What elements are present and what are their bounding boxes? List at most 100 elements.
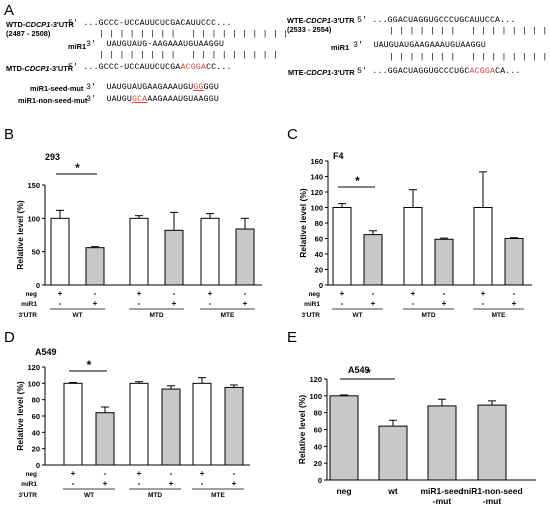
bar (477, 404, 507, 481)
y-axis-label: Relative level (%) (15, 200, 25, 270)
panel-a-right: WTE-CDCP1-3'UTR (2533 - 2554) 5' ...GGAC… (287, 16, 549, 106)
wte-sequence: 5' ...GGACUAGGUGCCCUGCAUUCCA... (357, 16, 516, 25)
neg-sign: - (173, 289, 176, 298)
bar (473, 207, 493, 286)
mir1-sign: - (412, 299, 415, 308)
group-label: MTE (492, 312, 506, 319)
y-tick-label: 60 (32, 412, 40, 421)
chart-b-293: 293 0 50 100 150 Relative level (%) * neg miR1 3'… (15, 152, 262, 319)
wte-range: (2533 - 2554) (287, 25, 332, 34)
y-tick-label: 0 (319, 281, 323, 290)
y-tick-label: 60 (314, 426, 322, 435)
mir1-sign: - (59, 299, 62, 308)
mtd-sequence: 5' ...GCCC-UCCAUUCUCGAACGGACC... (68, 63, 232, 72)
bar (224, 386, 244, 466)
neg-sign: + (137, 469, 142, 478)
panel-a-letter: A (4, 2, 15, 19)
category-label: -mut (433, 496, 452, 505)
significance-star: * (355, 174, 360, 188)
y-tick-label: 100 (310, 204, 323, 213)
non-seed-mut-sequence: 3' UAUGUGCAAAGAAAUGUAAGGU (86, 95, 219, 104)
category-label: miR1-seed (421, 486, 464, 496)
mir1-label-left: miR1 (68, 42, 87, 51)
bar (363, 234, 383, 286)
category-label: miR1-non-seed (461, 486, 522, 496)
neg-sign: - (513, 289, 516, 298)
y-tick-label: 60 (315, 235, 323, 244)
group-label: WT (72, 312, 82, 319)
y-axis-label: Relative level (%) (297, 395, 307, 465)
bar (403, 207, 423, 286)
chart-c-f4: F4 0 20 40 60 80 100 120 140 160 Relative level (%… (298, 151, 532, 319)
mir1-sign: + (103, 479, 108, 488)
mir1-sign: + (371, 299, 376, 308)
group-label: MTD (149, 312, 163, 319)
mtd-label: MTD-CDCP1-3'UTR (6, 64, 74, 73)
mir1-sign: - (201, 479, 204, 488)
y-tick-label: 120 (27, 363, 40, 372)
y-tick-label: 40 (314, 442, 322, 451)
mir1-label-right: miR1 (331, 43, 350, 52)
panel-a-left: WTD-CDCP1-3'UTR (2487 - 2508) 5' ...GCCC… (6, 19, 288, 120)
wtd-label: WTD-CDCP1-3'UTR (6, 20, 74, 29)
row-label: neg (308, 291, 320, 298)
row-label: 3'UTR (18, 312, 37, 319)
y-tick-label: 160 (310, 157, 323, 166)
neg-sign: + (71, 469, 76, 478)
bar (129, 382, 149, 466)
bar (129, 217, 149, 286)
mir1-sign: + (169, 479, 174, 488)
bar (427, 405, 457, 481)
neg-sign: - (443, 289, 446, 298)
pairing-bars-mte: | | | | | | | | | | | | | | | (389, 53, 548, 62)
bar (329, 395, 359, 481)
y-tick-label: 0 (36, 461, 40, 470)
mir1-sequence-right: 3' UAUGUAUGAAGAAAUGUAAGGU (353, 41, 486, 50)
bar (200, 217, 220, 286)
seed-mut-sequence: 3' UAUGUAUGAAGAAAUGUGGGGU (86, 83, 219, 92)
y-tick-label: 50 (32, 248, 40, 257)
y-tick-label: 100 (309, 392, 322, 401)
group-label: MTD (421, 312, 435, 319)
bar (434, 238, 454, 286)
chart-title: F4 (333, 151, 344, 161)
y-tick-label: 150 (27, 181, 40, 190)
row-label: neg (25, 291, 37, 298)
bar (192, 382, 212, 466)
row-label: 3'UTR (18, 492, 37, 499)
neg-sign: - (233, 469, 236, 478)
y-tick-label: 20 (314, 459, 322, 468)
y-tick-label: 20 (315, 266, 323, 275)
y-tick-label: 40 (315, 250, 323, 259)
mir1-sign: + (512, 299, 517, 308)
panel-e-letter: E (287, 329, 298, 346)
y-tick-label: 120 (310, 188, 323, 197)
wtd-sequence: 5' ...GCCC-UCCAUUCUCGACAUUCCC... (68, 19, 232, 28)
non-seed-mut-label: miR1-non-seed-mut (18, 96, 88, 105)
y-tick-label: 40 (32, 428, 40, 437)
bar (332, 207, 352, 286)
group-label: MTE (221, 312, 235, 319)
neg-sign: - (372, 289, 375, 298)
bar (235, 228, 255, 286)
chart-title: A549 (348, 365, 370, 375)
neg-sign: - (244, 289, 247, 298)
y-axis-label: Relative level (%) (298, 188, 308, 258)
bar (164, 229, 184, 286)
mir1-sign: - (341, 299, 344, 308)
category-label: wt (387, 486, 398, 496)
neg-sign: - (170, 469, 173, 478)
y-tick-label: 0 (318, 476, 322, 485)
y-tick-label: 120 (309, 375, 322, 384)
chart-title: 293 (45, 152, 60, 162)
panel-c-letter: C (287, 126, 298, 143)
significance-star: * (75, 161, 80, 175)
panel-b-letter: B (4, 126, 15, 143)
bar (378, 425, 408, 481)
category-label: -mut (483, 496, 502, 505)
neg-sign: - (94, 289, 97, 298)
pairing-bars-mtd: | | | | | | | | | | | | | | | | | (99, 51, 278, 60)
y-tick-label: 80 (32, 396, 40, 405)
bar (63, 382, 83, 466)
neg-sign: - (104, 469, 107, 478)
